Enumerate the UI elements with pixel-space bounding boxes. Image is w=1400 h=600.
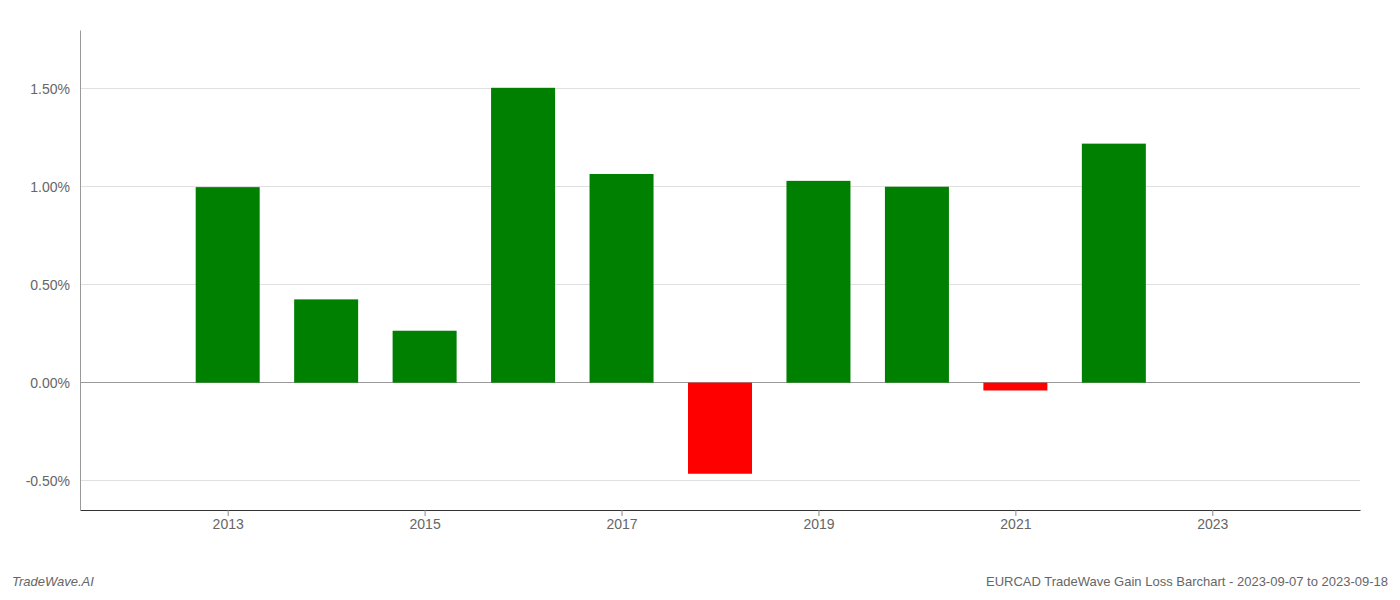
y-tick-label: 1.00%	[30, 179, 70, 195]
y-axis: -0.50% 0.00% 0.50% 1.00% 1.50%	[26, 31, 81, 511]
bar	[294, 299, 358, 382]
x-axis-line	[81, 510, 1361, 511]
x-tick-label: 2013	[213, 516, 244, 532]
bar	[196, 187, 260, 383]
y-tick: 0.00%	[30, 375, 80, 391]
x-tick: 2023	[1197, 510, 1228, 532]
chart-container: 2013 2015 2017 2019 2021 2023 -0.50% 0.00% 0.50%…	[0, 0, 1400, 600]
bar	[491, 88, 555, 383]
footer-right: EURCAD TradeWave Gain Loss Barchart - 20…	[986, 574, 1388, 589]
x-tick: 2017	[606, 510, 637, 532]
y-tick-label: 0.50%	[30, 277, 70, 293]
y-tick: 1.00%	[30, 179, 80, 195]
x-tick: 2015	[410, 510, 441, 532]
y-tick: 0.50%	[30, 277, 80, 293]
y-tick: 1.50%	[30, 81, 80, 97]
plot-area: 2013 2015 2017 2019 2021 2023 -0.50% 0.00% 0.50%…	[26, 31, 1361, 532]
x-tick-label: 2015	[410, 516, 441, 532]
y-tick-label: 1.50%	[30, 81, 70, 97]
x-tick-label: 2023	[1197, 516, 1228, 532]
y-tick-label: 0.00%	[30, 375, 70, 391]
grid	[80, 89, 1360, 481]
chart-svg: 2013 2015 2017 2019 2021 2023 -0.50% 0.00% 0.50%…	[0, 0, 1400, 600]
bars	[196, 88, 1146, 474]
x-tick-label: 2019	[803, 516, 834, 532]
bar	[885, 187, 949, 383]
y-axis-line	[80, 31, 81, 511]
bar	[393, 331, 457, 383]
bar	[786, 181, 850, 383]
bar	[688, 383, 752, 474]
y-tick: -0.50%	[26, 473, 80, 489]
grid-line	[80, 284, 1360, 285]
x-tick-label: 2017	[606, 516, 637, 532]
bar	[983, 383, 1047, 391]
grid-line	[80, 186, 1360, 187]
x-axis: 2013 2015 2017 2019 2021 2023	[81, 510, 1361, 532]
y-tick-label: -0.50%	[26, 473, 70, 489]
x-tick: 2019	[803, 510, 834, 532]
x-tick: 2021	[1000, 510, 1031, 532]
grid-line	[80, 480, 1360, 481]
x-tick-label: 2021	[1000, 516, 1031, 532]
x-tick: 2013	[213, 510, 244, 532]
bar	[590, 174, 654, 383]
footer-left: TradeWave.AI	[12, 574, 94, 589]
grid-line	[80, 88, 1360, 89]
bar	[1082, 144, 1146, 383]
